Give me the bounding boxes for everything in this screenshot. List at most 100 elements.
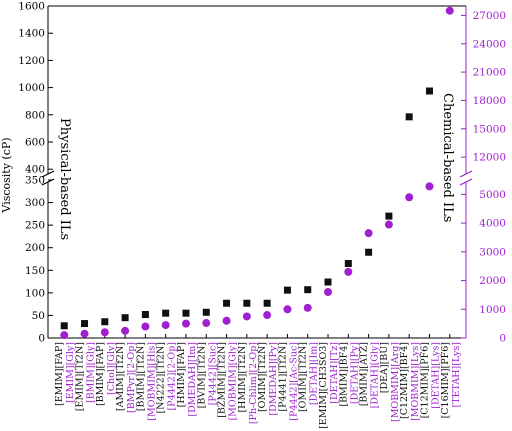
physical-point [121,314,129,322]
x-label-chemical: [TETAH][Lys] [451,342,462,407]
left-axis: 400 600 800 1000 1200 1400 1600 0 50 100 150 200 250… [18,1,53,345]
physical-point [405,113,413,121]
chemical-point [445,6,454,15]
left-tick-label: 800 [25,109,45,121]
left-tick-label: 350 [25,175,45,187]
x-label-chemical: [P4442][2-Op] [167,342,178,411]
x-label-physical: [EMIM][Tf2N] [75,342,86,411]
right-tick-label: 24000 [473,38,506,50]
x-label-physical: [P4441][Tf2N] [277,342,288,412]
chemical-point [80,329,89,338]
left-tick-label: 200 [25,242,45,254]
right-tick-label: 4000 [479,218,506,230]
chemical-point [344,267,353,276]
right-tick-label: 18000 [473,95,506,107]
physical-point [141,311,149,319]
x-label-physical: [AMIM][Tf2N] [115,342,126,411]
x-label-chemical: [MOBMIM][Lys] [410,342,421,421]
x-label-physical: [BZMIM][Tf2N] [217,342,228,418]
x-label-physical: [OMIM][Tf2N] [257,342,268,412]
left-tick-label: 300 [25,197,45,209]
right-tick-label: 27000 [473,10,506,22]
x-axis: [EMIM][FAP] [EMIM][Gly][EMIM][Tf2N] [BMIM]… [54,334,462,429]
x-label-chemical: [Chol][Gly] [106,342,117,395]
x-label-chemical: [DETAH][Im] [309,342,320,405]
x-label-physical: [HMIM][FAP] [176,342,187,407]
x-label-physical: [DEA][BU] [379,342,390,393]
physical-point [243,299,251,307]
physical-point [324,278,332,286]
x-label-physical: [OMIM][Tf2N] [298,342,309,412]
chemical-point [121,326,130,335]
left-break-mark [41,170,55,178]
right-axis: 12000 15000 18000 21000 24000 27000 0 1000 2000 3… [461,10,506,345]
physical-point [223,299,231,307]
x-label-physical: [BMIM][Tf2N] [135,342,146,411]
physical-point [81,320,89,328]
chemical-point [364,229,373,238]
chemical-point [60,331,69,340]
left-tick-label: 250 [25,220,45,232]
left-tick-label: 100 [25,287,45,299]
right-tick-label: 1000 [479,304,506,316]
physical-point [263,299,271,307]
chemical-point [100,328,109,337]
y-axis-label: Viscosity (cP) [0,137,13,213]
chemical-point [283,305,292,314]
physical-point [425,87,433,95]
x-label-physical: [BVIM][Tf2N] [196,342,207,408]
x-label-physical: [N4222][Tf2N] [156,342,167,414]
right-break-mark [459,170,473,178]
physical-point [202,308,210,316]
physical-point [283,286,291,294]
x-label-chemical: [DETAH][Tz] [329,342,340,404]
chemical-point [222,316,231,325]
right-break-mark [459,178,473,186]
right-tick-label: 2000 [479,275,506,287]
right-tick-label: 0 [499,333,506,345]
x-label-physical: [HMIM][Tf2N] [237,342,248,413]
left-tick-label: 1400 [18,28,45,40]
right-tick-label: 12000 [473,152,506,164]
x-label-chemical: [P4442][Ac-Suc] [288,342,299,421]
chemical-point [303,303,312,312]
chemical-point [263,311,272,320]
x-label-chemical: [BMPyr][2-Op] [126,342,137,413]
physical-point [101,318,109,326]
chemical-annotation: Chemical-based ILs [440,93,455,222]
x-label-physical: [C12MIM][PF6] [419,342,430,418]
x-label-chemical: [DMEDAH][Im] [187,342,198,417]
left-tick-label: 600 [25,137,45,149]
x-label-physical: [C16MIM][PF6] [440,342,451,418]
left-tick-label: 400 [25,164,45,176]
physical-annotation: Physical-based ILs [57,118,72,240]
x-label-chemical: [DETAH][Gly] [370,342,381,408]
x-label-physical: [BMIM][ATZ] [359,342,370,406]
x-label-chemical: [BMIM][Gly] [86,342,97,403]
chemical-point [384,220,393,229]
physical-point [304,286,312,294]
x-label-physical: [BMIM][BF4] [338,342,349,407]
x-label-chemical: [MOBMIM][Gly] [228,342,239,421]
right-tick-label: 3000 [479,246,506,258]
x-label-chemical: [DETAH][Lys] [430,342,441,409]
data-points [60,6,454,340]
right-tick-label: 5000 [479,189,506,201]
x-label-chemical: [Ph-Chlim][2-Op] [248,342,259,424]
chemical-point [242,312,251,321]
chemical-point [405,193,414,202]
x-label-physical: [EMIM][FAP] [54,342,65,406]
left-tick-label: 1600 [18,1,45,13]
physical-point [385,212,393,220]
x-label-chemical: [P4442][Suc] [207,342,218,405]
left-tick-label: 50 [32,310,45,322]
left-tick-label: 1000 [18,82,45,94]
physical-point [365,248,373,256]
physical-point [344,260,352,268]
x-label-chemical: [DMEDAH][Py] [268,342,279,416]
x-label-physical: [EMIM][CH3SO3] [318,342,329,429]
x-label-chemical: [EMIM][Gly] [65,342,76,403]
chemical-point [425,182,434,191]
right-tick-label: 21000 [473,67,506,79]
